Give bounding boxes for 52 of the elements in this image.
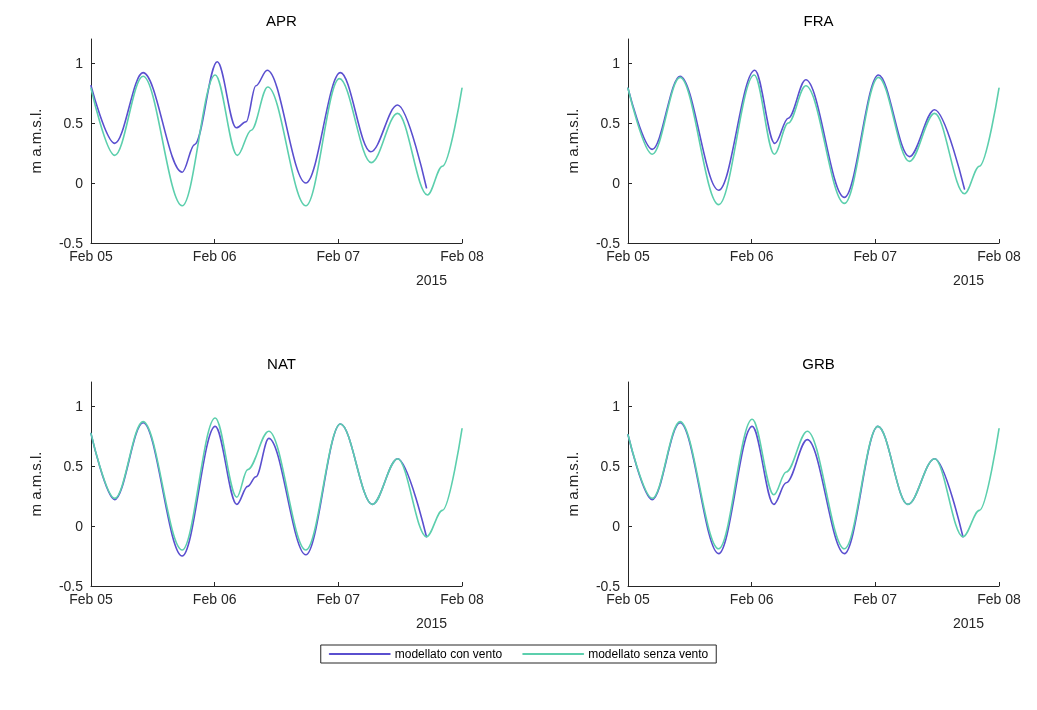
x-tick-label: Feb 05 — [69, 248, 113, 264]
y-tick-label: -0.5 — [595, 578, 621, 594]
y-axis-title: m a.m.s.l. — [27, 451, 44, 517]
x-tick-label: Feb 07 — [316, 591, 361, 607]
line-series — [90, 417, 463, 551]
chart-title: APR — [266, 12, 298, 29]
x-tick-label: Feb 07 — [316, 248, 361, 264]
y-tick-label: 0 — [75, 175, 84, 191]
chart-title: GRB — [802, 355, 835, 372]
x-tick-label: Feb 05 — [606, 248, 650, 264]
x-tick-label: Feb 06 — [192, 248, 237, 264]
y-tick-label: 0 — [612, 175, 621, 191]
chart-title: NAT — [267, 355, 296, 372]
x-tick-label: Feb 07 — [853, 248, 898, 264]
x-tick-label: Feb 05 — [606, 591, 650, 607]
y-tick-label: 0 — [612, 518, 621, 534]
y-tick-label: -0.5 — [595, 235, 621, 251]
y-tick-label: 1 — [75, 398, 84, 414]
y-tick-label: 1 — [612, 398, 621, 414]
x-tick-label: Feb 08 — [977, 248, 1021, 264]
text: 2015 — [953, 272, 985, 288]
line-series — [90, 74, 463, 207]
line-series — [627, 69, 966, 199]
x-tick-label: Feb 08 — [440, 248, 484, 264]
x-tick-label: Feb 08 — [440, 591, 484, 607]
x-tick-label: Feb 08 — [977, 591, 1021, 607]
x-tick-label: Feb 06 — [192, 591, 237, 607]
y-tick-label: -0.5 — [58, 578, 84, 594]
y-tick-label: -0.5 — [58, 235, 84, 251]
x-tick-label: Feb 05 — [69, 591, 113, 607]
y-tick-label: 0.5 — [63, 458, 84, 474]
y-tick-label: 0.5 — [600, 115, 621, 131]
line-series — [627, 74, 1000, 206]
y-axis-title: m a.m.s.l. — [564, 108, 581, 174]
y-tick-label: 0.5 — [600, 458, 621, 474]
y-axis-title: m a.m.s.l. — [27, 108, 44, 174]
legend-label: modellato senza vento — [588, 647, 709, 661]
x-tick-label: Feb 07 — [853, 591, 898, 607]
x-tick-label: Feb 06 — [729, 591, 774, 607]
legend-label: modellato con vento — [394, 647, 503, 661]
x-tick-label: Feb 06 — [729, 248, 774, 264]
y-tick-label: 0.5 — [63, 115, 84, 131]
y-tick-label: 1 — [612, 55, 621, 71]
chart-title: FRA — [803, 12, 834, 29]
y-axis-title: m a.m.s.l. — [564, 451, 581, 517]
y-tick-label: 1 — [75, 55, 84, 71]
line-series — [627, 418, 1000, 550]
text: 2015 — [416, 615, 448, 631]
line-series — [90, 61, 428, 189]
y-tick-label: 0 — [75, 518, 84, 534]
text: 2015 — [416, 272, 448, 288]
text: 2015 — [953, 615, 985, 631]
